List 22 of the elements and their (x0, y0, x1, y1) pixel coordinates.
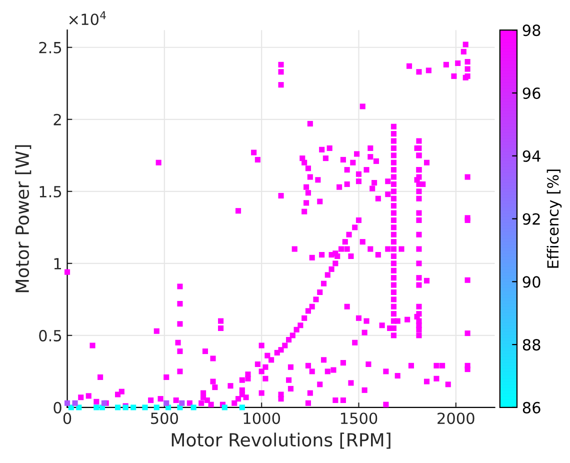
color-bar-label: 92 (522, 213, 540, 225)
y-tick-label: 0 (54, 402, 62, 414)
y-tick-label: 1 (54, 258, 61, 270)
x-tick-label: 500 (151, 412, 178, 424)
y-tick-label: 1.5 (40, 186, 62, 198)
x-axis-title: Motor Revolutions [RPM] (172, 432, 390, 449)
color-bar-label: 96 (522, 87, 540, 100)
color-bar-label: 86 (522, 402, 540, 414)
color-bar-label: 88 (522, 339, 540, 351)
color-bar-label: 98 (522, 24, 540, 36)
x-tick-label: 0 (63, 412, 72, 424)
color-bar-label: 94 (522, 150, 540, 162)
y-tick-label: 2 (54, 114, 61, 126)
x-tick-label: 2000 (438, 412, 474, 424)
y-axis-title: Motor Power [W] (15, 145, 32, 292)
y-tick-label: 0.5 (39, 330, 62, 342)
color-bar-title: Efficency [%] (546, 170, 562, 268)
x-tick-label: 1500 (340, 412, 378, 424)
y-tick-label: 2.5 (39, 42, 62, 54)
color-bar-label: 90 (522, 276, 540, 288)
x-tick-label: 1000 (244, 412, 280, 424)
text: ×10$^{4}$ (69, 11, 106, 26)
